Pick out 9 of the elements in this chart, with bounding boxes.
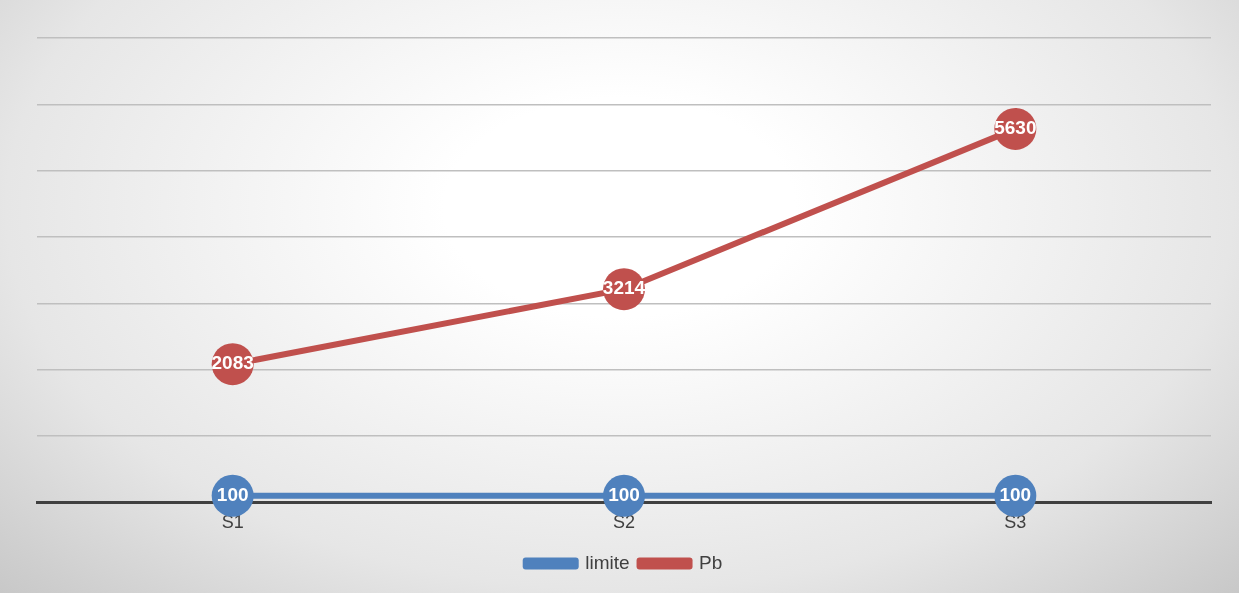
data-label: 100 (608, 484, 640, 505)
legend-label: limite (585, 551, 630, 573)
data-label: 3214 (602, 277, 646, 299)
data-label: 100 (999, 484, 1032, 505)
data-label: 100 (216, 484, 249, 505)
data-label: 2083 (211, 352, 254, 374)
legend-label: Pb (699, 551, 723, 573)
data-label: 5630 (994, 117, 1037, 139)
x-tick-label: S1 (221, 512, 244, 533)
